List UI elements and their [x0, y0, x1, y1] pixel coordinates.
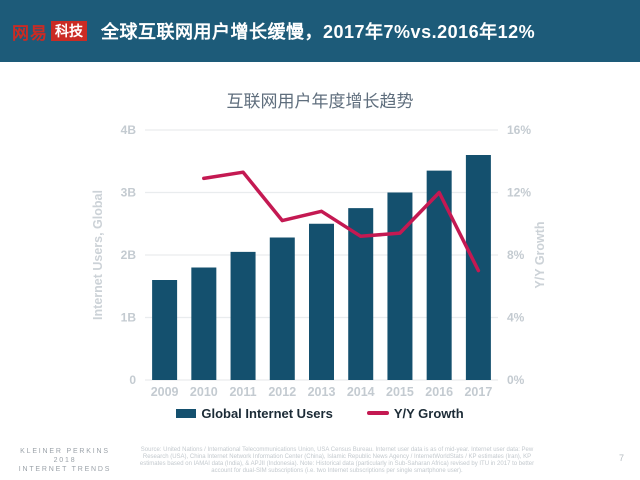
right-axis-tick: 16%: [507, 123, 531, 137]
page-number: 7: [618, 453, 624, 463]
left-axis-tick: 4B: [121, 123, 137, 137]
legend-label-line: Y/Y Growth: [393, 405, 464, 421]
right-axis-title: Y/Y Growth: [533, 221, 547, 288]
right-axis-tick: 12%: [507, 186, 531, 200]
left-axis-tick: 3B: [121, 186, 137, 200]
bar-2011: [230, 251, 256, 380]
brand-line-3: INTERNET TRENDS: [18, 466, 112, 473]
line-swatch-icon: [366, 411, 389, 415]
chart-legend: Global Internet Users Y/Y Growth: [0, 403, 640, 423]
right-axis-tick: 4%: [507, 311, 525, 325]
left-axis-tick: 1B: [121, 311, 137, 325]
bar-swatch-icon: [176, 408, 197, 418]
brand-line-1: KLEINER PERKINS: [20, 448, 110, 455]
bar-2016: [426, 170, 452, 380]
x-axis-label-2009: 2009: [151, 385, 179, 399]
right-axis-tick: 0%: [507, 373, 525, 387]
x-axis-label-2011: 2011: [229, 385, 256, 399]
x-axis-label-2015: 2015: [386, 385, 414, 399]
x-axis-label-2012: 2012: [268, 385, 296, 399]
kleiner-perkins-brand: KLEINER PERKINS 2018 INTERNET TRENDS: [4, 447, 126, 474]
bar-2017: [465, 155, 491, 380]
netease-tech-logo[interactable]: 网易 科技: [12, 19, 87, 44]
article-title: 全球互联网用户增长缓慢，2017年7%vs.2016年12%: [101, 22, 536, 42]
legend-item-line: Y/Y Growth: [366, 405, 464, 421]
bar-2012: [269, 237, 295, 380]
bar-2009: [152, 280, 178, 380]
brand-line-2: 2018: [53, 457, 77, 464]
right-axis-tick: 8%: [507, 248, 525, 262]
tech-badge: 科技: [51, 21, 87, 41]
x-axis-label-2016: 2016: [425, 385, 453, 399]
header-bar: 网易 科技 全球互联网用户增长缓慢，2017年7%vs.2016年12%: [0, 0, 640, 62]
left-axis-tick: 0: [129, 373, 136, 387]
x-axis-label-2013: 2013: [308, 385, 336, 399]
x-axis-label-2014: 2014: [347, 385, 375, 399]
growth-line: [202, 170, 481, 273]
left-axis-tick: 2B: [121, 248, 137, 262]
bar-2010: [191, 267, 217, 380]
x-axis-label-2017: 2017: [464, 385, 492, 399]
x-axis-label-2010: 2010: [190, 385, 218, 399]
legend-item-bars: Global Internet Users: [176, 405, 333, 421]
chart-title: 互联网用户年度增长趋势: [226, 92, 414, 111]
bar-2013: [309, 223, 334, 380]
bar-2015: [387, 192, 413, 380]
legend-label-bars: Global Internet Users: [201, 405, 333, 421]
netease-logo-text: 网易: [12, 23, 48, 43]
left-axis-title: Internet Users, Global: [91, 190, 105, 320]
bar-2014: [348, 208, 374, 380]
source-note: Source: United Nations / International T…: [139, 447, 535, 474]
